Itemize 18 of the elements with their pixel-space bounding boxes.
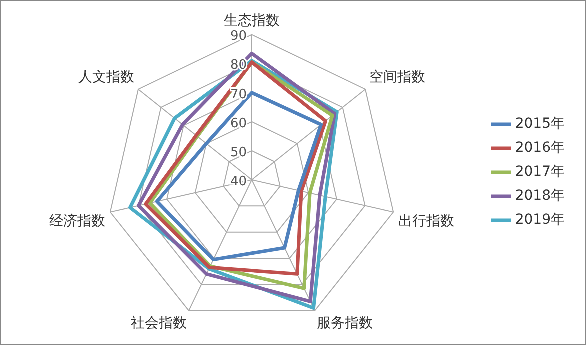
spoke-label: 社会指数 — [130, 315, 187, 332]
y-tick-label: 90 — [230, 29, 247, 44]
spoke-label: 空间指数 — [369, 70, 426, 86]
legend-label: 2016年 — [515, 140, 566, 156]
y-tick-label: 70 — [230, 87, 247, 102]
y-tick-label: 80 — [230, 58, 247, 74]
legend-label: 2018年 — [515, 188, 566, 204]
spoke-label: 服务指数 — [317, 315, 374, 332]
spoke-label: 经济指数 — [50, 213, 106, 230]
spoke-label: 人文指数 — [78, 70, 135, 86]
legend-label: 2017年 — [515, 164, 566, 180]
y-tick-label: 40 — [230, 174, 247, 190]
legend-label: 2015年 — [515, 116, 566, 132]
y-tick-label: 50 — [230, 145, 247, 160]
y-tick-label: 60 — [230, 116, 247, 132]
legend-label: 2019年 — [515, 212, 566, 228]
spoke-label: 生态指数 — [224, 13, 280, 30]
spoke-label: 出行指数 — [398, 213, 454, 230]
